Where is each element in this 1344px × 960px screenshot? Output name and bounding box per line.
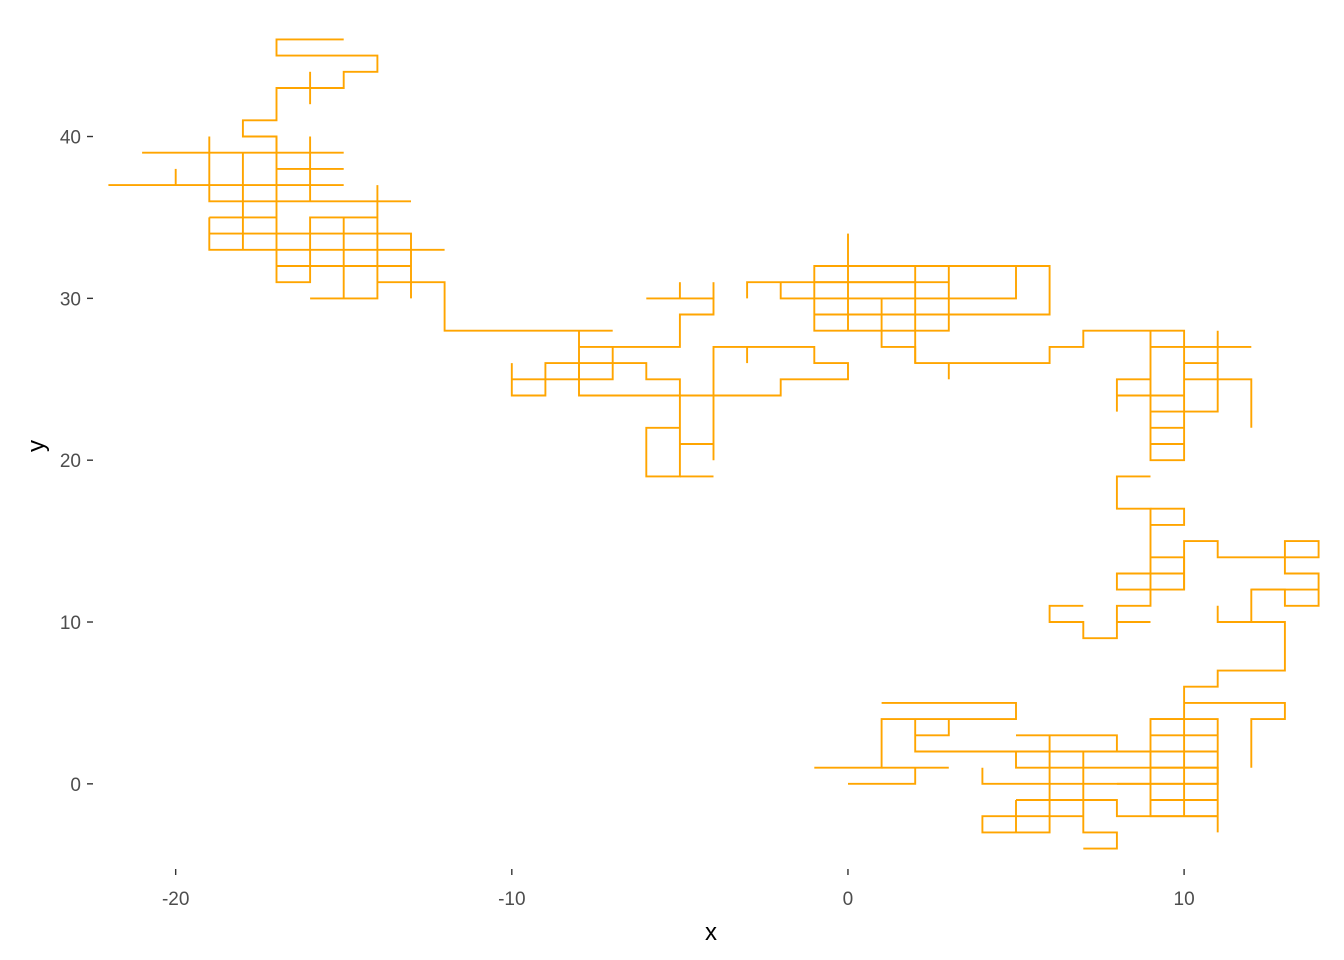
x-tick-label: 0 <box>843 889 854 910</box>
walk-path-segment <box>377 281 613 332</box>
x-axis-title: x <box>705 919 717 946</box>
walk-path-segment <box>1150 507 1186 526</box>
y-tick-label: 30 <box>60 289 81 310</box>
walk-path-segment <box>1184 378 1253 428</box>
y-tick-label: 40 <box>60 128 81 149</box>
walk-path-segment <box>1184 701 1286 768</box>
walk-path-segment <box>208 136 411 203</box>
walk-path-segment <box>578 330 849 461</box>
walk-path-segment <box>510 362 681 478</box>
walk-path-segment <box>1048 475 1152 640</box>
walk-path-segment <box>848 767 917 785</box>
y-tick-label: 20 <box>60 451 81 472</box>
walk-path-segment <box>511 346 614 381</box>
walk-path-segment <box>1183 540 1320 590</box>
y-axis-title: y <box>23 440 50 452</box>
x-tick-label: -10 <box>498 889 525 910</box>
y-tick-label: 10 <box>60 613 81 634</box>
walk-path-segment <box>1184 363 1219 413</box>
walk-path-segment <box>208 217 445 251</box>
walk-path-segment <box>915 719 950 737</box>
walk-path-segment <box>1150 605 1286 721</box>
walk-path-segment <box>981 735 1084 834</box>
walk-path-segment <box>814 265 1051 332</box>
walk-path-segment <box>579 297 715 348</box>
y-tick-label: 0 <box>70 775 81 796</box>
walk-path-segment <box>1015 751 1219 833</box>
walk-path-segment <box>310 185 379 300</box>
walk-path-segment <box>1115 556 1186 591</box>
walk-path-segment <box>1115 378 1151 412</box>
y-axis: 0 10 20 30 40 <box>60 128 93 796</box>
walk-path-segment <box>142 38 379 154</box>
x-tick-label: 10 <box>1174 889 1195 910</box>
walk-path-segment <box>275 136 378 284</box>
x-axis: -20 -10 0 10 <box>162 869 1195 910</box>
plot-area <box>108 38 1320 850</box>
walk-path-segment <box>1016 734 1118 850</box>
x-tick-label: -20 <box>162 889 189 910</box>
walk-path-segment <box>209 232 412 299</box>
walk-path-segment <box>1016 799 1218 818</box>
